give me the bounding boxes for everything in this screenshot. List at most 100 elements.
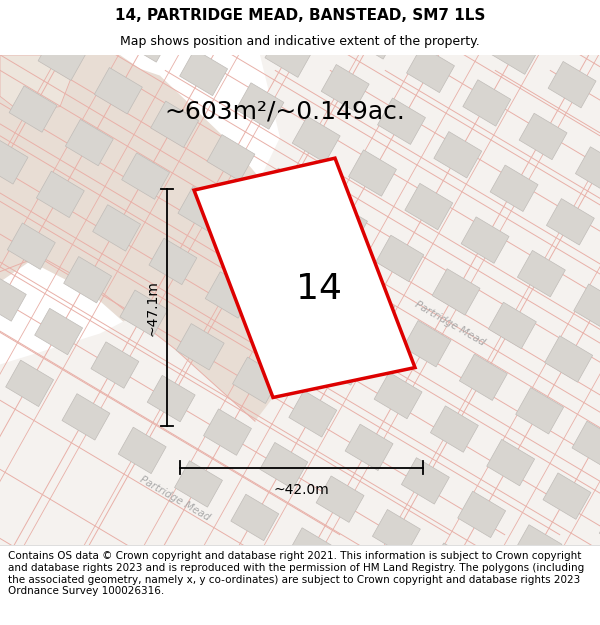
Polygon shape <box>321 64 369 111</box>
Polygon shape <box>7 223 55 269</box>
Polygon shape <box>517 251 565 297</box>
Polygon shape <box>292 116 340 162</box>
Polygon shape <box>547 199 595 245</box>
Polygon shape <box>209 0 257 44</box>
Text: Partridge Mead: Partridge Mead <box>413 299 487 348</box>
Polygon shape <box>290 254 338 300</box>
Polygon shape <box>263 168 311 214</box>
Polygon shape <box>436 0 484 41</box>
Polygon shape <box>122 153 170 199</box>
Text: ~603m²/~0.149ac.: ~603m²/~0.149ac. <box>164 100 406 124</box>
Polygon shape <box>545 336 593 382</box>
Polygon shape <box>488 302 536 349</box>
Polygon shape <box>37 171 84 217</box>
Polygon shape <box>233 357 280 404</box>
Text: ~47.1m: ~47.1m <box>146 280 160 336</box>
Polygon shape <box>458 491 506 538</box>
Polygon shape <box>260 442 308 489</box>
Polygon shape <box>577 9 600 56</box>
Polygon shape <box>0 55 600 545</box>
Polygon shape <box>318 339 366 385</box>
Polygon shape <box>403 321 451 367</box>
Polygon shape <box>35 308 83 355</box>
Text: ~42.0m: ~42.0m <box>274 483 329 498</box>
Text: Contains OS data © Crown copyright and database right 2021. This information is : Contains OS data © Crown copyright and d… <box>8 551 584 596</box>
Polygon shape <box>194 158 415 398</box>
Polygon shape <box>289 391 337 437</box>
Polygon shape <box>151 101 199 148</box>
Polygon shape <box>265 31 313 78</box>
Polygon shape <box>377 98 425 144</box>
Polygon shape <box>574 284 600 331</box>
Polygon shape <box>205 272 253 318</box>
Text: 14: 14 <box>296 272 342 306</box>
Polygon shape <box>373 509 421 556</box>
Polygon shape <box>407 46 454 92</box>
Polygon shape <box>434 131 482 178</box>
Polygon shape <box>572 421 600 468</box>
Polygon shape <box>262 305 310 352</box>
Polygon shape <box>485 576 533 623</box>
Polygon shape <box>460 354 508 401</box>
Polygon shape <box>429 543 476 589</box>
Polygon shape <box>516 388 563 434</box>
Polygon shape <box>349 150 397 196</box>
Polygon shape <box>147 376 195 422</box>
Polygon shape <box>430 406 478 452</box>
Polygon shape <box>548 61 596 108</box>
Polygon shape <box>62 394 110 440</box>
Polygon shape <box>38 34 86 81</box>
Polygon shape <box>487 439 535 486</box>
Polygon shape <box>203 409 251 456</box>
Text: Partridge Mead: Partridge Mead <box>138 474 212 522</box>
Polygon shape <box>179 49 227 96</box>
Polygon shape <box>347 287 395 333</box>
Polygon shape <box>176 324 224 370</box>
Polygon shape <box>432 269 480 315</box>
Polygon shape <box>405 183 453 230</box>
Polygon shape <box>345 424 393 471</box>
Polygon shape <box>0 55 310 406</box>
Polygon shape <box>178 186 226 233</box>
Polygon shape <box>175 461 223 507</box>
Polygon shape <box>320 202 367 248</box>
Text: Map shows position and indicative extent of the property.: Map shows position and indicative extent… <box>120 35 480 48</box>
Polygon shape <box>124 16 171 62</box>
Polygon shape <box>231 494 279 541</box>
Polygon shape <box>287 528 335 574</box>
Polygon shape <box>0 138 28 184</box>
Polygon shape <box>543 473 591 519</box>
Polygon shape <box>599 506 600 553</box>
Polygon shape <box>234 220 282 266</box>
Polygon shape <box>376 235 424 282</box>
Polygon shape <box>0 55 80 112</box>
Polygon shape <box>91 342 139 388</box>
Polygon shape <box>343 561 391 608</box>
Polygon shape <box>519 113 567 159</box>
Polygon shape <box>92 205 140 251</box>
Polygon shape <box>118 428 166 474</box>
Polygon shape <box>236 82 284 129</box>
Polygon shape <box>67 0 115 29</box>
Polygon shape <box>149 238 197 284</box>
Polygon shape <box>575 147 600 193</box>
Polygon shape <box>401 458 449 504</box>
Polygon shape <box>490 165 538 211</box>
Polygon shape <box>0 275 26 321</box>
Text: 14, PARTRIDGE MEAD, BANSTEAD, SM7 1LS: 14, PARTRIDGE MEAD, BANSTEAD, SM7 1LS <box>115 8 485 23</box>
Polygon shape <box>64 256 112 303</box>
Polygon shape <box>492 28 540 74</box>
Polygon shape <box>5 360 53 406</box>
Polygon shape <box>350 12 398 59</box>
Polygon shape <box>94 68 142 114</box>
Polygon shape <box>0 55 330 421</box>
Polygon shape <box>570 558 600 604</box>
Polygon shape <box>316 476 364 522</box>
Polygon shape <box>463 80 511 126</box>
Polygon shape <box>514 525 562 571</box>
Polygon shape <box>65 119 113 166</box>
Polygon shape <box>120 290 168 336</box>
Polygon shape <box>374 372 422 419</box>
Polygon shape <box>9 86 57 132</box>
Polygon shape <box>207 134 255 181</box>
